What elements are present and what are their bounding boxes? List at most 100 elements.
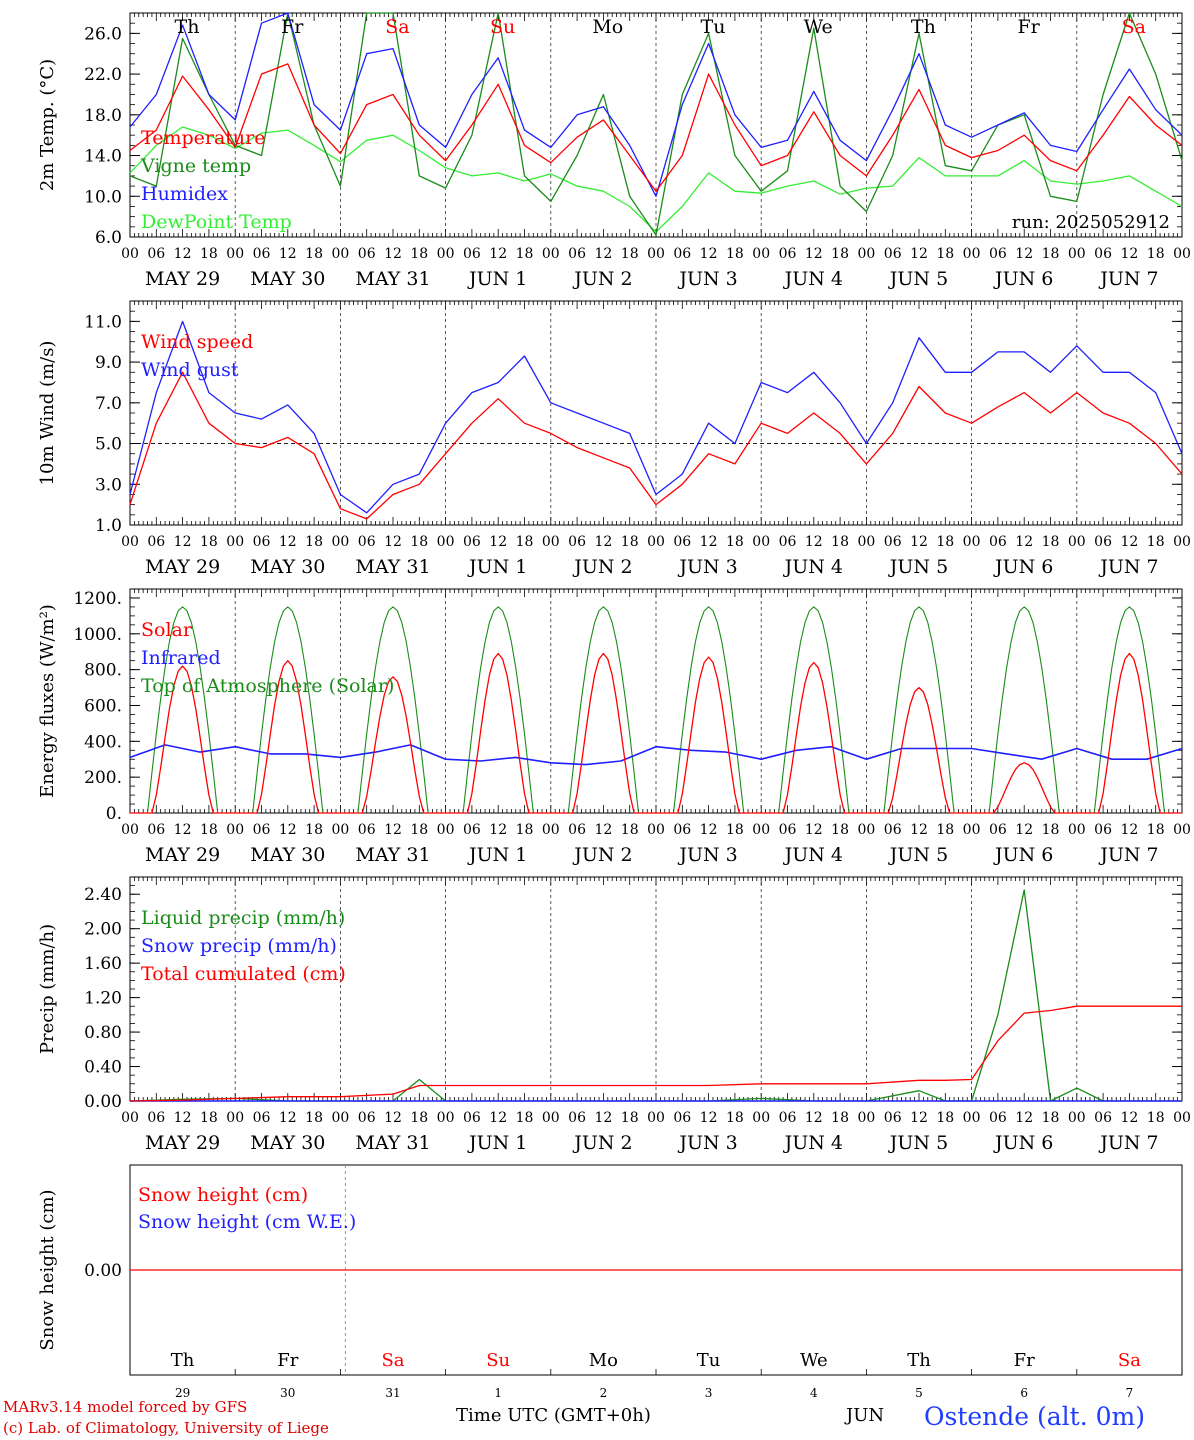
x-tick-label: 00 [752, 822, 770, 838]
x-tick-label: 00 [437, 822, 455, 838]
y-tick-label: 800. [84, 661, 122, 681]
x-tick-label: 12 [700, 822, 718, 838]
x-tick-label: 00 [542, 246, 560, 262]
date-label: JUN 5 [888, 1132, 948, 1154]
day-number-label: 29 [175, 1386, 190, 1400]
weekday-label: Sa [1118, 1350, 1141, 1371]
x-tick-label: 00 [226, 1110, 244, 1126]
x-tick-label: 18 [1147, 1110, 1165, 1126]
date-label: JUN 2 [572, 556, 632, 578]
x-tick-label: 12 [700, 246, 718, 262]
y-axis-title: 2m Temp. (°C) [37, 59, 58, 191]
x-tick-label: 06 [568, 246, 586, 262]
y-tick-label: 6.0 [95, 228, 122, 248]
x-tick-label: 00 [647, 534, 665, 550]
date-label: MAY 29 [145, 268, 220, 290]
x-tick-label: 12 [279, 1110, 297, 1126]
x-tick-label: 12 [1120, 822, 1138, 838]
date-label: JUN 1 [467, 1132, 527, 1154]
day-number-label: 6 [1020, 1386, 1028, 1400]
x-tick-label: 06 [147, 1110, 165, 1126]
legend-entry: Snow height (cm) [138, 1184, 308, 1206]
x-tick-label: 00 [437, 1110, 455, 1126]
legend-entry: Temperature [141, 127, 265, 149]
x-tick-label: 06 [1094, 822, 1112, 838]
x-tick-label: 18 [831, 1110, 849, 1126]
x-tick-label: 06 [779, 534, 797, 550]
day-number-label: 31 [385, 1386, 400, 1400]
x-tick-label: 06 [463, 1110, 481, 1126]
x-tick-label: 18 [936, 822, 954, 838]
x-tick-label: 12 [1015, 1110, 1033, 1126]
date-label: JUN 3 [677, 268, 737, 290]
x-tick-label: 12 [594, 1110, 612, 1126]
series-red [129, 63, 1183, 192]
x-tick-label: 06 [253, 1110, 271, 1126]
x-tick-label: 00 [752, 246, 770, 262]
x-tick-label: 00 [647, 1110, 665, 1126]
x-tick-label: 06 [1094, 1110, 1112, 1126]
weekday-label: Sa [385, 16, 409, 38]
x-tick-label: 18 [936, 534, 954, 550]
legend-entry: Infrared [141, 647, 221, 669]
x-tick-label: 12 [1120, 534, 1138, 550]
x-tick-label: 18 [305, 822, 323, 838]
date-label: JUN 5 [888, 556, 948, 578]
date-label: MAY 30 [250, 1132, 325, 1154]
x-tick-label: 18 [410, 534, 428, 550]
x-tick-label: 00 [542, 534, 560, 550]
x-tick-label: 00 [1173, 1110, 1191, 1126]
legend-entry: Total cumulated (cm) [141, 963, 346, 985]
x-tick-label: 12 [384, 534, 402, 550]
series-solar [130, 652, 1182, 814]
date-label: JUN 4 [783, 1132, 843, 1154]
x-tick-label: 06 [253, 822, 271, 838]
y-tick-label: 200. [84, 768, 122, 788]
date-label: JUN 3 [677, 844, 737, 866]
x-tick-label: 12 [805, 822, 823, 838]
panel-2: 00 06 12 18 00 06 12 18 00 06 12 18 00 06 12 18 00 06 12 18… [37, 300, 1191, 578]
x-tick-label: 12 [910, 534, 928, 550]
bottom-month-label: JUN [846, 1405, 885, 1426]
x-tick-label: 18 [410, 246, 428, 262]
legend-entry: Top of Atmosphere (Solar) [141, 675, 394, 697]
x-tick-label: 06 [147, 246, 165, 262]
date-label: JUN 1 [467, 556, 527, 578]
x-tick-label: 00 [647, 246, 665, 262]
x-tick-label: 12 [279, 534, 297, 550]
x-tick-label: 12 [384, 1110, 402, 1126]
x-tick-label: 12 [279, 246, 297, 262]
x-tick-label: 00 [857, 1110, 875, 1126]
panel-5: Th 29 Fr 30 Sa 31 Su 1 Mo 2 Tu 3 We 4 Th 5 Fr 6 Sa 7 0.00 Sno… [37, 1164, 1183, 1400]
date-label: JUN 6 [993, 556, 1053, 578]
x-tick-label: 00 [542, 822, 560, 838]
x-tick-label: 12 [489, 1110, 507, 1126]
y-tick-label: 2.00 [84, 920, 122, 940]
weekday-label: Tu [701, 16, 726, 38]
y-axis-title: Precip (mm/h) [37, 924, 58, 1054]
x-tick-label: 00 [437, 534, 455, 550]
x-tick-label: 00 [647, 822, 665, 838]
x-tick-label: 06 [358, 246, 376, 262]
x-tick-label: 12 [1015, 246, 1033, 262]
weekday-label: We [804, 16, 833, 38]
x-tick-label: 18 [1147, 534, 1165, 550]
x-tick-label: 18 [410, 822, 428, 838]
x-tick-label: 06 [884, 246, 902, 262]
x-tick-label: 18 [936, 1110, 954, 1126]
x-tick-label: 18 [726, 534, 744, 550]
legend-entry: Solar [141, 619, 193, 641]
x-tick-label: 00 [121, 1110, 139, 1126]
x-tick-label: 12 [594, 822, 612, 838]
date-label: JUN 7 [1098, 844, 1158, 866]
x-tick-label: 18 [516, 1110, 534, 1126]
x-tick-label: 12 [174, 1110, 192, 1126]
y-tick-label: 1.20 [84, 989, 122, 1009]
x-tick-label: 00 [226, 246, 244, 262]
series-blue [129, 12, 1183, 197]
weekday-label: Sa [1122, 16, 1146, 38]
x-tick-label: 18 [200, 822, 218, 838]
day-number-label: 1 [494, 1386, 502, 1400]
y-tick-label: 0.80 [84, 1023, 122, 1043]
